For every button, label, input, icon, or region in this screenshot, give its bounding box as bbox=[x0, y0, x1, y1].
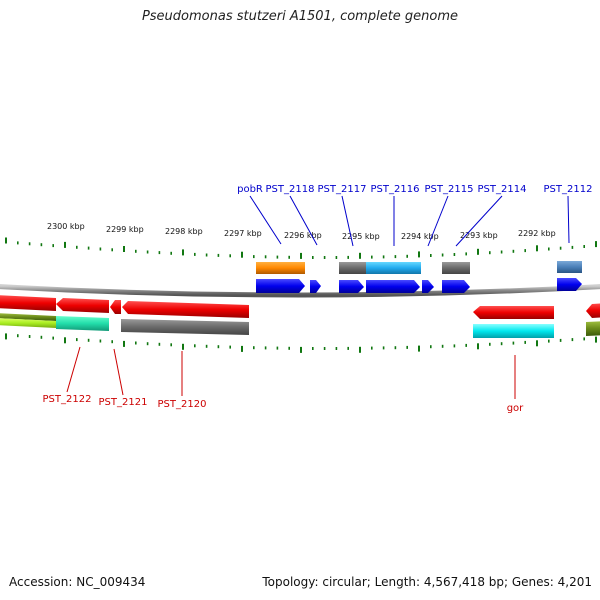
gene-label-pobR[interactable]: pobR bbox=[237, 184, 263, 195]
leader-line bbox=[427, 195, 449, 247]
gene-label-PST_2121[interactable]: PST_2121 bbox=[99, 397, 148, 408]
leader-line bbox=[455, 195, 503, 247]
gene-arrow-PST_2122[interactable] bbox=[56, 298, 109, 313]
feature-left-edge-olive[interactable] bbox=[0, 313, 56, 321]
gene-arrow-PST_2120[interactable] bbox=[122, 301, 249, 318]
leader-line bbox=[113, 348, 124, 396]
gene-label-PST_2122[interactable]: PST_2122 bbox=[43, 394, 92, 405]
leader-line bbox=[341, 195, 354, 247]
bottom-gene-label-texts: PST_2122 PST_2121 PST_2120 gor bbox=[43, 394, 525, 414]
feature-PST_2117-upper[interactable] bbox=[339, 262, 366, 274]
gene-label-PST_2120[interactable]: PST_2120 bbox=[158, 399, 207, 410]
gene-label-PST_2116[interactable]: PST_2116 bbox=[371, 184, 420, 195]
gene-arrow-PST_2114[interactable] bbox=[442, 280, 470, 293]
reverse-features-lower bbox=[0, 313, 600, 338]
feature-gor-lower[interactable] bbox=[473, 324, 554, 338]
kbp-label: 2295 kbp bbox=[342, 232, 380, 241]
kbp-label: 2296 kbp bbox=[284, 231, 322, 240]
leader-line bbox=[66, 346, 81, 393]
kbp-label: 2300 kbp bbox=[47, 222, 85, 231]
feature-PST_2114-upper[interactable] bbox=[442, 262, 470, 274]
feature-PST_2120-lower[interactable] bbox=[121, 319, 249, 335]
feature-right-edge-olive[interactable] bbox=[586, 321, 600, 336]
gene-label-PST_2118[interactable]: PST_2118 bbox=[266, 184, 315, 195]
gene-arrow-PST_2123[interactable] bbox=[0, 295, 56, 311]
gene-arrow-PST_2121[interactable] bbox=[110, 300, 121, 314]
gene-arrow-PST_2117[interactable] bbox=[339, 280, 364, 293]
gene-arrow-pobR[interactable] bbox=[256, 279, 305, 293]
scale-ticks-top bbox=[5, 237, 597, 259]
leader-line bbox=[567, 195, 570, 244]
forward-features-upper bbox=[256, 261, 582, 274]
gene-arrow-right-edge[interactable] bbox=[586, 303, 600, 318]
feature-left-edge-lime[interactable] bbox=[0, 318, 56, 328]
kbp-label: 2297 kbp bbox=[224, 229, 262, 238]
accession-text: Accession: NC_009434 bbox=[9, 575, 146, 589]
gene-label-PST_2112[interactable]: PST_2112 bbox=[544, 184, 593, 195]
top-gene-label-texts: pobR PST_2118 PST_2117 PST_2116 PST_2115… bbox=[237, 184, 592, 195]
leader-line bbox=[289, 195, 318, 246]
gene-label-PST_2115[interactable]: PST_2115 bbox=[425, 184, 474, 195]
feature-PST_2116-upper[interactable] bbox=[366, 262, 421, 274]
kbp-label: 2299 kbp bbox=[106, 225, 144, 234]
kbp-label: 2298 kbp bbox=[165, 227, 203, 236]
kbp-label: 2294 kbp bbox=[401, 232, 439, 241]
gene-arrow-gor[interactable] bbox=[473, 306, 554, 319]
kbp-label: 2293 kbp bbox=[460, 231, 498, 240]
top-gene-labels bbox=[249, 195, 570, 247]
leader-line bbox=[249, 195, 282, 245]
gene-arrow-PST_2112[interactable] bbox=[557, 278, 582, 291]
map-title: Pseudomonas stutzeri A1501, complete gen… bbox=[141, 9, 459, 24]
feature-pobR-upper[interactable] bbox=[256, 262, 305, 274]
scale-ticks-bottom bbox=[5, 333, 597, 353]
genome-backbone bbox=[0, 284, 600, 298]
gene-label-PST_2117[interactable]: PST_2117 bbox=[318, 184, 367, 195]
topology-text: Topology: circular; Length: 4,567,418 bp… bbox=[262, 575, 592, 589]
gene-arrow-PST_2116[interactable] bbox=[366, 280, 420, 293]
feature-PST_2112-upper[interactable] bbox=[557, 261, 582, 273]
forward-genes bbox=[256, 278, 582, 293]
feature-PST_2122-lower[interactable] bbox=[56, 316, 109, 331]
gene-arrow-PST_2118[interactable] bbox=[310, 280, 321, 293]
gene-label-gor[interactable]: gor bbox=[507, 403, 524, 414]
reverse-genes bbox=[0, 295, 600, 319]
kbp-label: 2292 kbp bbox=[518, 229, 556, 238]
bottom-gene-labels bbox=[66, 346, 516, 399]
gene-label-PST_2114[interactable]: PST_2114 bbox=[478, 184, 527, 195]
gene-arrow-PST_2115[interactable] bbox=[422, 280, 434, 293]
kbp-scale: 2300 kbp 2299 kbp 2298 kbp 2297 kbp 2296… bbox=[47, 222, 556, 241]
